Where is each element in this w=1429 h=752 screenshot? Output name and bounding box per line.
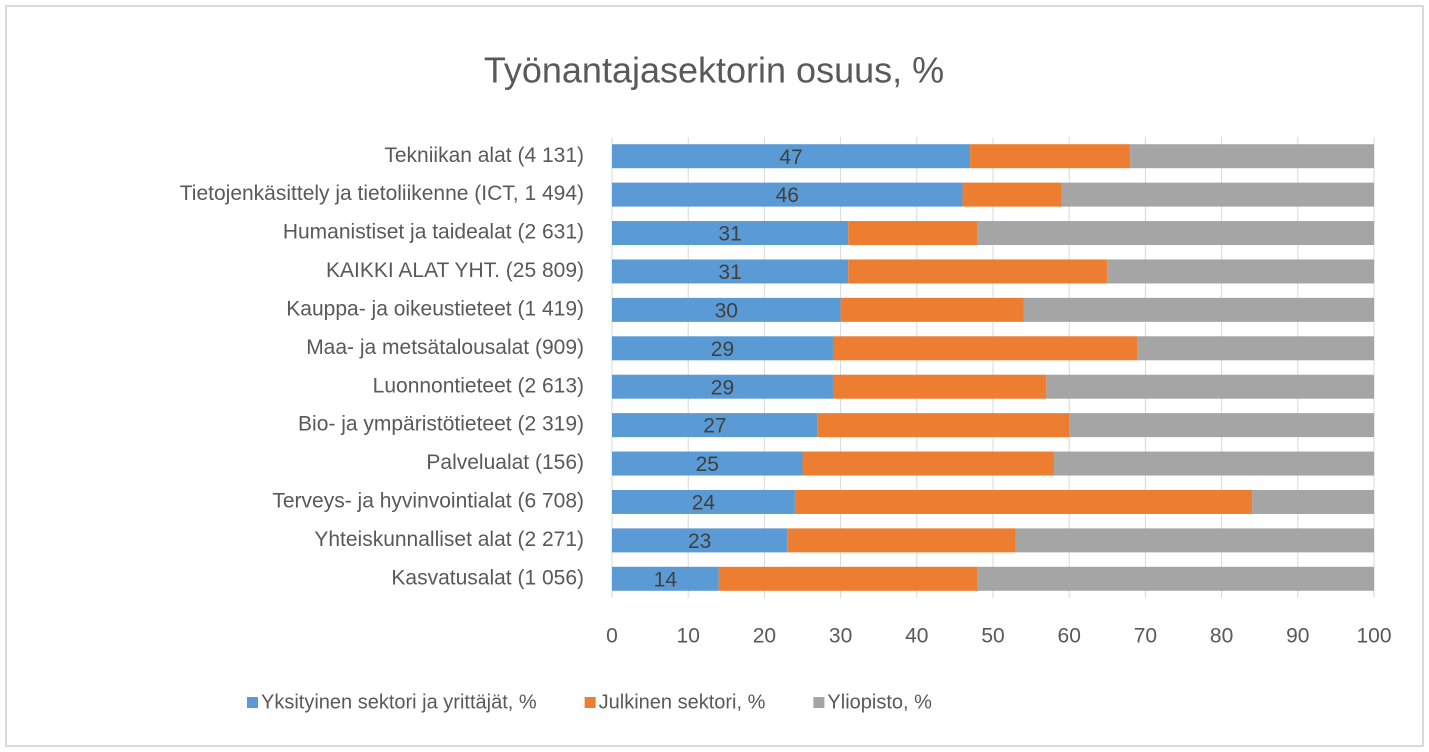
data-label: 23 — [688, 530, 711, 553]
legend-swatch — [813, 697, 825, 708]
y-tick-label: Tekniikan alat (4 131) — [384, 144, 584, 167]
y-tick-label: Maa- ja metsätalousalat (909) — [306, 336, 584, 359]
x-tick-label: 50 — [981, 625, 1004, 648]
x-tick-label: 10 — [677, 625, 700, 648]
bar-segment — [612, 182, 963, 207]
y-tick-label: Terveys- ja hyvinvointialat (6 708) — [272, 490, 584, 513]
bar-segment — [832, 336, 1138, 361]
x-tick-label: 40 — [905, 625, 928, 648]
chart-title: Työnantajasektorin osuus, % — [484, 50, 944, 91]
bar-segment — [1252, 489, 1374, 514]
bar-segment — [1137, 336, 1374, 361]
bar-segment — [612, 413, 818, 438]
data-label: 14 — [654, 568, 678, 591]
data-label: 30 — [715, 299, 738, 322]
x-tick-label: 20 — [753, 625, 776, 648]
bar-segment — [612, 489, 795, 514]
bar-segment — [832, 374, 1047, 399]
bar-segment — [848, 259, 1108, 284]
bar-segment — [612, 144, 971, 169]
bar-segment — [1107, 259, 1374, 284]
data-label: 27 — [703, 415, 726, 438]
y-tick-label: Humanistiset ja taidealat (2 631) — [283, 221, 584, 244]
bar-segment — [612, 336, 833, 361]
y-tick-label: Kauppa- ja oikeustieteet (1 419) — [286, 297, 584, 320]
legend-swatch — [584, 697, 596, 708]
legend-label: Yksityinen sektori ja yrittäjät, % — [261, 691, 537, 713]
data-label: 24 — [692, 492, 716, 515]
y-tick-label: Luonnontieteet (2 613) — [373, 374, 584, 397]
bar-segment — [612, 528, 788, 553]
data-label: 31 — [718, 261, 741, 284]
y-tick-label: KAIKKI ALAT YHT. (25 809) — [326, 259, 584, 282]
bar-segment — [1061, 182, 1374, 207]
bar-segment — [787, 528, 1016, 553]
bar-segment — [612, 566, 719, 591]
x-tick-label: 70 — [1134, 625, 1157, 648]
y-tick-label: Palvelualat (156) — [426, 451, 584, 474]
bar-segment — [802, 451, 1054, 476]
data-label: 46 — [776, 184, 799, 207]
bar-segment — [1069, 413, 1374, 438]
legend-swatch — [247, 697, 258, 708]
bar-segment — [612, 451, 803, 476]
bar-segment — [1053, 451, 1374, 476]
y-tick-label: Bio- ja ympäristötieteet (2 319) — [298, 413, 584, 436]
bar-segment — [970, 144, 1131, 169]
bar-segment — [977, 566, 1374, 591]
x-tick-label: 0 — [606, 625, 618, 648]
y-tick-label: Yhteiskunnalliset alat (2 271) — [314, 528, 584, 551]
bar-segment — [848, 221, 978, 246]
bar-segment — [612, 297, 841, 322]
x-tick-label: 80 — [1210, 625, 1233, 648]
bar-segment — [840, 297, 1024, 322]
data-label: 31 — [718, 223, 741, 246]
bar-segment — [1130, 144, 1374, 169]
bar-segment — [962, 182, 1062, 207]
bar-segment — [612, 259, 849, 284]
legend-label: Yliopisto, % — [827, 691, 932, 713]
x-tick-label: 90 — [1286, 625, 1309, 648]
data-label: 47 — [779, 146, 802, 169]
bar-segment — [612, 374, 833, 399]
bar-segment — [1023, 297, 1374, 322]
data-label: 25 — [696, 453, 719, 476]
y-tick-label: Tietojenkäsittely ja tietoliikenne (ICT,… — [180, 182, 584, 205]
bar-segment — [612, 221, 849, 246]
x-tick-label: 100 — [1356, 625, 1391, 648]
legend-label: Julkinen sektori, % — [599, 691, 766, 713]
bar-segment — [1046, 374, 1374, 399]
bar-segment — [718, 566, 978, 591]
bar-segment — [1015, 528, 1374, 553]
data-label: 29 — [711, 338, 734, 361]
bar-segment — [977, 221, 1374, 246]
bar-segment — [817, 413, 1070, 438]
x-tick-label: 30 — [829, 625, 852, 648]
x-tick-label: 60 — [1058, 625, 1081, 648]
y-tick-label: Kasvatusalat (1 056) — [391, 566, 584, 589]
bar-segment — [794, 489, 1253, 514]
data-label: 29 — [711, 376, 734, 399]
